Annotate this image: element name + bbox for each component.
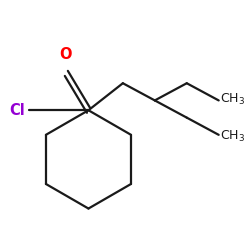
Text: O: O (59, 47, 71, 62)
Text: CH$_3$: CH$_3$ (220, 128, 245, 144)
Text: CH$_3$: CH$_3$ (220, 92, 245, 107)
Text: Cl: Cl (9, 103, 24, 118)
